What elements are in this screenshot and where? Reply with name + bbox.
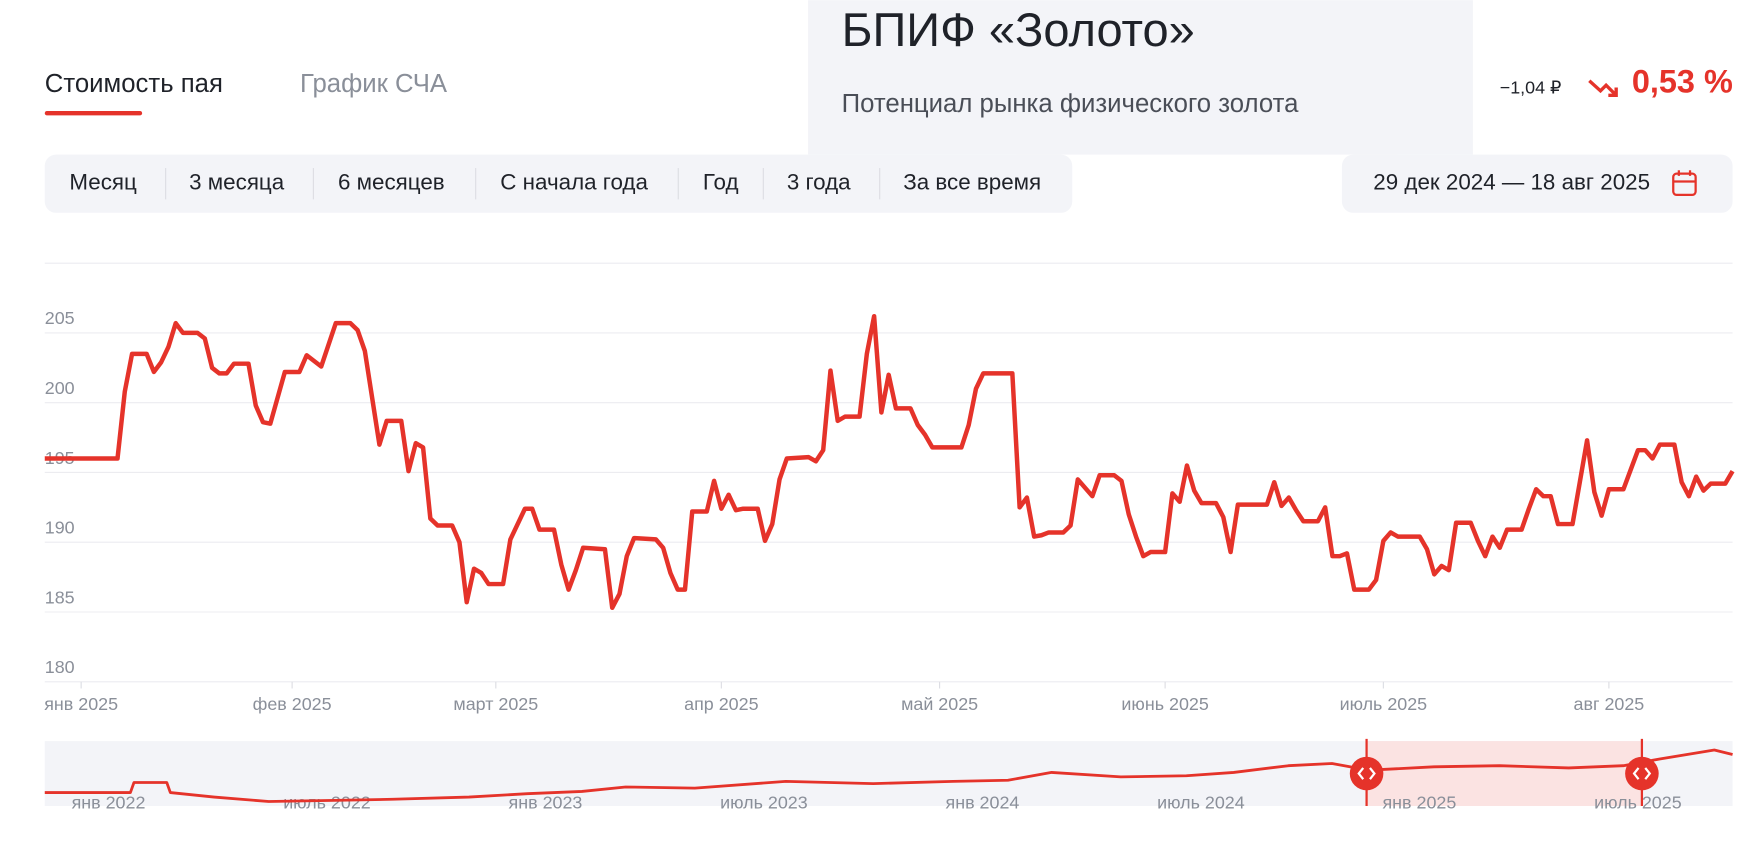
y-tick-label: 180 xyxy=(45,657,75,677)
x-tick-label: июль 2023 xyxy=(720,792,808,812)
x-tick-label: янв 2022 xyxy=(72,792,146,812)
navigator-handles xyxy=(1349,738,1659,807)
header-box xyxy=(808,0,1473,155)
x-tick-label: апр 2025 xyxy=(684,694,758,714)
navigator-selection[interactable] xyxy=(1366,741,1642,807)
x-tick-label: июль 2022 xyxy=(283,792,371,812)
down-arrow-icon xyxy=(1588,79,1618,97)
tab-active[interactable]: Стоимость пая xyxy=(45,70,223,98)
y-tick-label: 200 xyxy=(45,378,75,398)
handle-arrow xyxy=(1369,767,1376,780)
period-button[interactable]: 3 года xyxy=(787,170,851,195)
period-button[interactable]: Месяц xyxy=(69,170,137,195)
period-button[interactable]: 6 месяцев xyxy=(338,170,445,195)
x-tick-label: авг 2025 xyxy=(1574,694,1645,714)
x-tick-label: июль 2025 xyxy=(1594,792,1682,812)
tab[interactable]: График СЧА xyxy=(300,70,448,98)
x-tick-label: март 2025 xyxy=(453,694,538,714)
tab-underline xyxy=(44,110,143,116)
price-line xyxy=(44,313,1735,611)
period-button[interactable]: 3 месяца xyxy=(189,170,285,195)
handle[interactable] xyxy=(1625,756,1659,791)
navigator: янв 2022 июль 2022 янв 2023 июль 2023 янв 20… xyxy=(44,748,1733,812)
period-button[interactable]: За все время xyxy=(903,170,1041,195)
handle[interactable] xyxy=(1349,756,1384,791)
x-tick-label: фев 2025 xyxy=(253,694,332,714)
x-tick-label: янв 2025 xyxy=(1382,792,1456,812)
price-line xyxy=(44,748,1733,803)
x-tick-label: янв 2025 xyxy=(44,694,118,714)
x-tick-label: июль 2024 xyxy=(1157,792,1245,812)
handle-arrow xyxy=(1632,767,1640,780)
change-pct: 0,53 % xyxy=(1632,64,1733,100)
y-tick-label: 185 xyxy=(45,587,75,607)
handle-arrow xyxy=(1644,767,1652,780)
x-tick-label: июль 2025 xyxy=(1340,694,1428,714)
calendar-icon[interactable] xyxy=(1672,170,1697,197)
fund-title: БПИФ «Золото» xyxy=(842,3,1195,56)
down-arrow-head xyxy=(1608,87,1618,97)
fund-subtitle: Потенциал рынка физического золота xyxy=(842,90,1299,118)
date-range[interactable]: 29 дек 2024 — 18 авг 2025 xyxy=(1373,170,1650,195)
x-tick-label: май 2025 xyxy=(901,694,978,714)
date-range-box[interactable] xyxy=(1341,154,1733,213)
x-tick-label: янв 2023 xyxy=(509,792,583,812)
change-abs: −1,04 ₽ xyxy=(1500,77,1562,97)
period-button[interactable]: С начала года xyxy=(500,170,648,195)
y-tick-label: 190 xyxy=(45,518,75,538)
y-tick-label: 205 xyxy=(45,308,75,328)
x-tick-label: июнь 2025 xyxy=(1121,694,1208,714)
period-button[interactable]: Год xyxy=(703,170,739,195)
period-bar xyxy=(44,154,1073,213)
x-tick-label: янв 2024 xyxy=(946,792,1020,812)
handle-arrow xyxy=(1357,767,1365,780)
